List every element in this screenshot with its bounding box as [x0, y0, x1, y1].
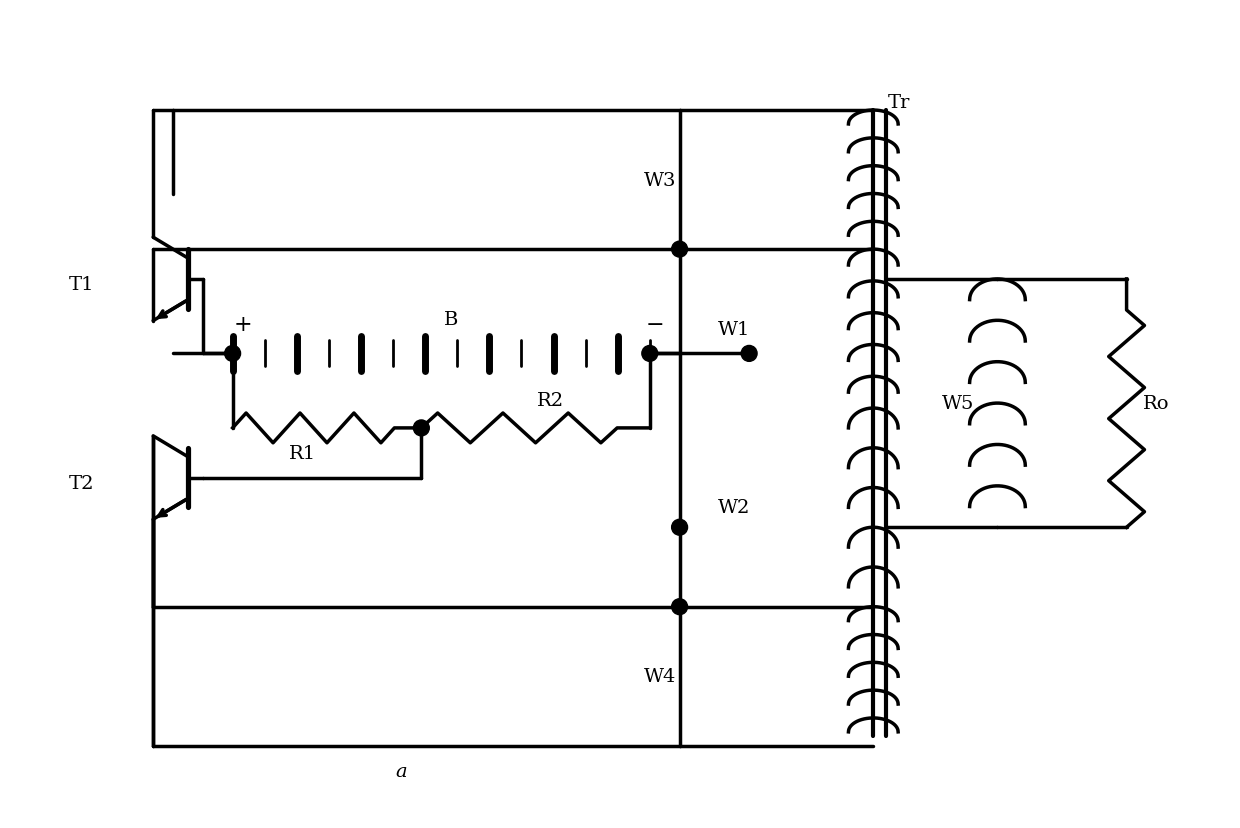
Text: Tr: Tr — [888, 94, 910, 112]
Text: +: + — [233, 313, 252, 335]
Circle shape — [413, 421, 429, 436]
Text: −: − — [646, 313, 665, 335]
Text: W2: W2 — [718, 498, 750, 517]
Circle shape — [642, 346, 657, 362]
Text: R2: R2 — [537, 392, 564, 410]
Text: T2: T2 — [69, 474, 94, 492]
Text: W1: W1 — [718, 320, 750, 338]
Text: a: a — [396, 762, 407, 780]
Circle shape — [224, 346, 241, 362]
Circle shape — [742, 346, 758, 362]
Text: W3: W3 — [644, 171, 676, 190]
Text: Ro: Ro — [1143, 395, 1169, 412]
Circle shape — [672, 520, 687, 536]
Text: W4: W4 — [644, 667, 676, 686]
Text: W5: W5 — [941, 395, 973, 412]
Circle shape — [672, 599, 687, 615]
Text: T1: T1 — [69, 276, 94, 293]
Text: B: B — [444, 310, 459, 328]
Circle shape — [672, 242, 687, 258]
Text: R1: R1 — [289, 444, 316, 462]
